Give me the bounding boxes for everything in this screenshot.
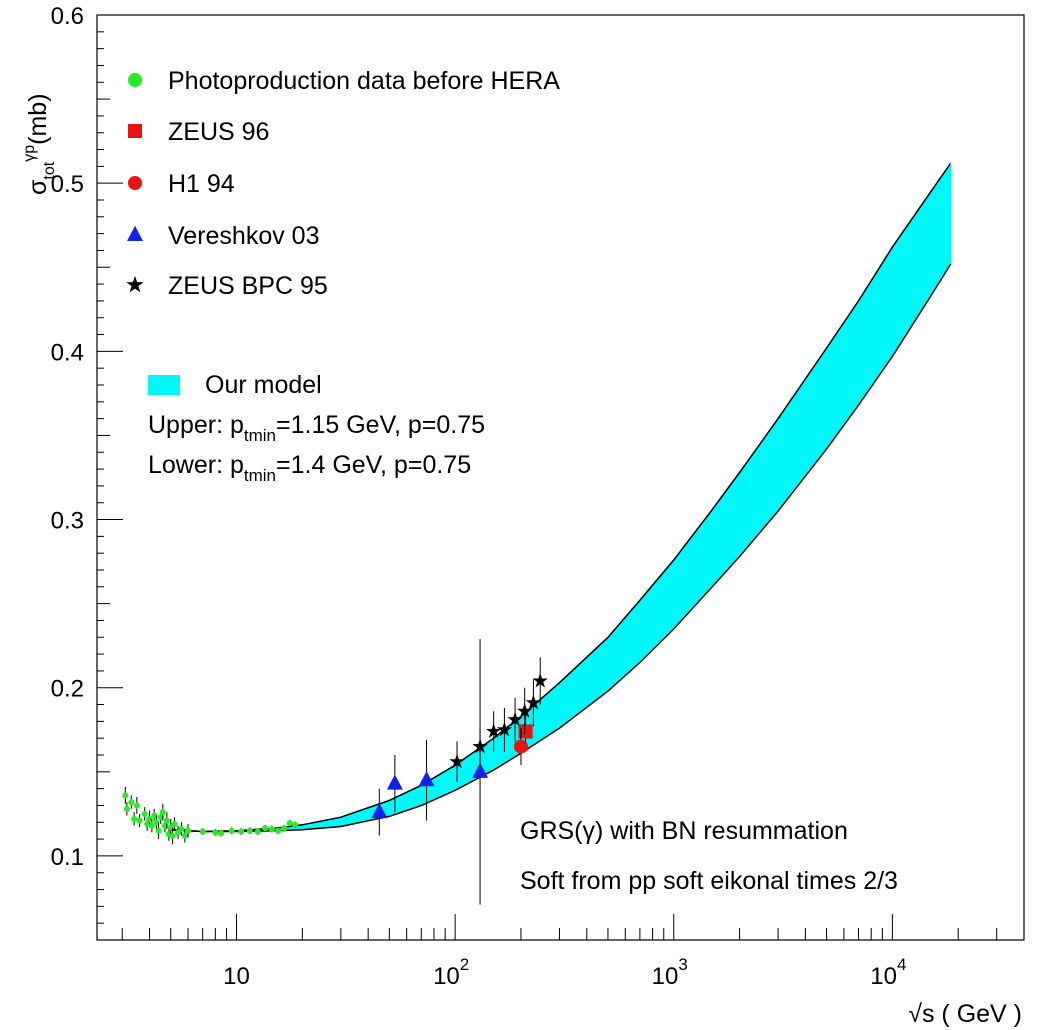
- axes: 0.1 0.2 0.3 0.4 0.5 0.6 10 102 103 104: [51, 3, 1025, 990]
- data-point: [532, 673, 548, 688]
- model-lower-label: Lower: ptmin=1.4 GeV, p=0.75: [148, 451, 471, 485]
- data-point: [185, 827, 192, 834]
- legend-label: Vereshkov 03: [168, 222, 320, 250]
- data-point: [157, 814, 164, 821]
- data-point: [228, 827, 235, 834]
- data-point: [155, 827, 162, 834]
- data-point: [123, 805, 130, 812]
- data-point: [525, 694, 542, 710]
- data-point: [178, 826, 185, 832]
- data-point: [472, 762, 489, 778]
- series-photoproduction-data-before-hera: [122, 786, 298, 845]
- legend-label: ZEUS BPC 95: [168, 272, 328, 300]
- annotation-grs: GRS(γ) with BN resummation: [520, 817, 848, 845]
- x-axis-title: √s ( GeV ): [908, 1000, 1022, 1028]
- legend-marker: [128, 73, 142, 87]
- data-point: [286, 820, 293, 827]
- y-tick-label: 0.6: [51, 3, 84, 30]
- data-point: [291, 821, 298, 828]
- series-zeus-bpc-95: [449, 657, 548, 782]
- legend-marker: [126, 275, 144, 293]
- data-point: [136, 817, 143, 824]
- data-point: [518, 724, 533, 739]
- data-point: [153, 819, 160, 826]
- data-point: [199, 828, 206, 835]
- y-tick-label: 0.1: [51, 844, 84, 871]
- y-tick-label: 0.3: [51, 508, 84, 535]
- data-point: [517, 703, 533, 718]
- data-point: [218, 830, 225, 837]
- data-point: [181, 832, 188, 839]
- data-point: [496, 721, 513, 737]
- data-point: [268, 826, 275, 832]
- legend: Photoproduction data before HERA ZEUS 96 H…: [126, 67, 560, 300]
- data-point: [144, 820, 151, 827]
- data-point: [513, 739, 528, 754]
- data-point: [163, 817, 170, 824]
- data-point: [238, 828, 245, 835]
- legend-label: H1 94: [168, 170, 235, 198]
- data-point: [212, 829, 219, 836]
- data-point: [148, 822, 155, 829]
- x-tick-label: 10: [223, 963, 250, 990]
- data-point: [146, 815, 153, 822]
- model-upper-label: Upper: ptmin=1.15 GeV, p=0.75: [148, 411, 485, 445]
- annotation-soft: Soft from pp soft eikonal times 2/3: [520, 867, 898, 895]
- model-swatch: [148, 375, 180, 395]
- data-point: [449, 753, 465, 769]
- x-tick-label: 104: [870, 955, 906, 990]
- data-point: [371, 802, 388, 819]
- data-point: [141, 810, 148, 817]
- data-point: [254, 828, 261, 835]
- model-band-fill: [170, 163, 951, 832]
- data-point: [122, 792, 129, 799]
- data-point: [507, 711, 523, 727]
- series-h1-94: [513, 728, 528, 766]
- data-point: [281, 825, 288, 832]
- model-label: Our model: [205, 371, 322, 399]
- x-tick-label: 102: [433, 955, 469, 990]
- model-legend: Our model Upper: ptmin=1.15 GeV, p=0.75 …: [148, 371, 485, 485]
- data-point: [169, 832, 176, 839]
- data-point: [472, 738, 488, 754]
- legend-marker: [128, 124, 142, 138]
- model-lower-curve: [170, 263, 952, 833]
- data-point: [386, 774, 403, 790]
- legend-marker: [127, 225, 143, 241]
- model-band: [170, 162, 952, 833]
- legend-marker: [128, 176, 142, 190]
- data-point: [159, 809, 166, 816]
- y-axis-title: σtotγp(mb): [21, 93, 58, 195]
- legend-label: Photoproduction data before HERA: [168, 67, 560, 95]
- series-vereshkov-03: [371, 638, 489, 905]
- data-point: [418, 771, 435, 787]
- x-tick-label: 103: [652, 955, 688, 990]
- model-upper-curve: [170, 162, 952, 833]
- legend-label: ZEUS 96: [168, 118, 269, 146]
- data-point: [171, 820, 178, 827]
- data-point: [275, 827, 282, 834]
- y-tick-label: 0.5: [51, 171, 84, 198]
- y-tick-label: 0.2: [51, 676, 84, 703]
- data-point: [133, 802, 140, 809]
- data-points: [122, 638, 548, 905]
- data-point: [486, 723, 502, 738]
- data-point: [246, 827, 253, 834]
- plot-frame: [96, 14, 1025, 941]
- data-point: [128, 799, 135, 806]
- data-point: [151, 812, 158, 819]
- svg-text:σtotγp(mb): σtotγp(mb): [21, 93, 58, 195]
- y-tick-label: 0.4: [51, 339, 84, 366]
- data-point: [131, 815, 138, 822]
- data-point: [262, 825, 269, 832]
